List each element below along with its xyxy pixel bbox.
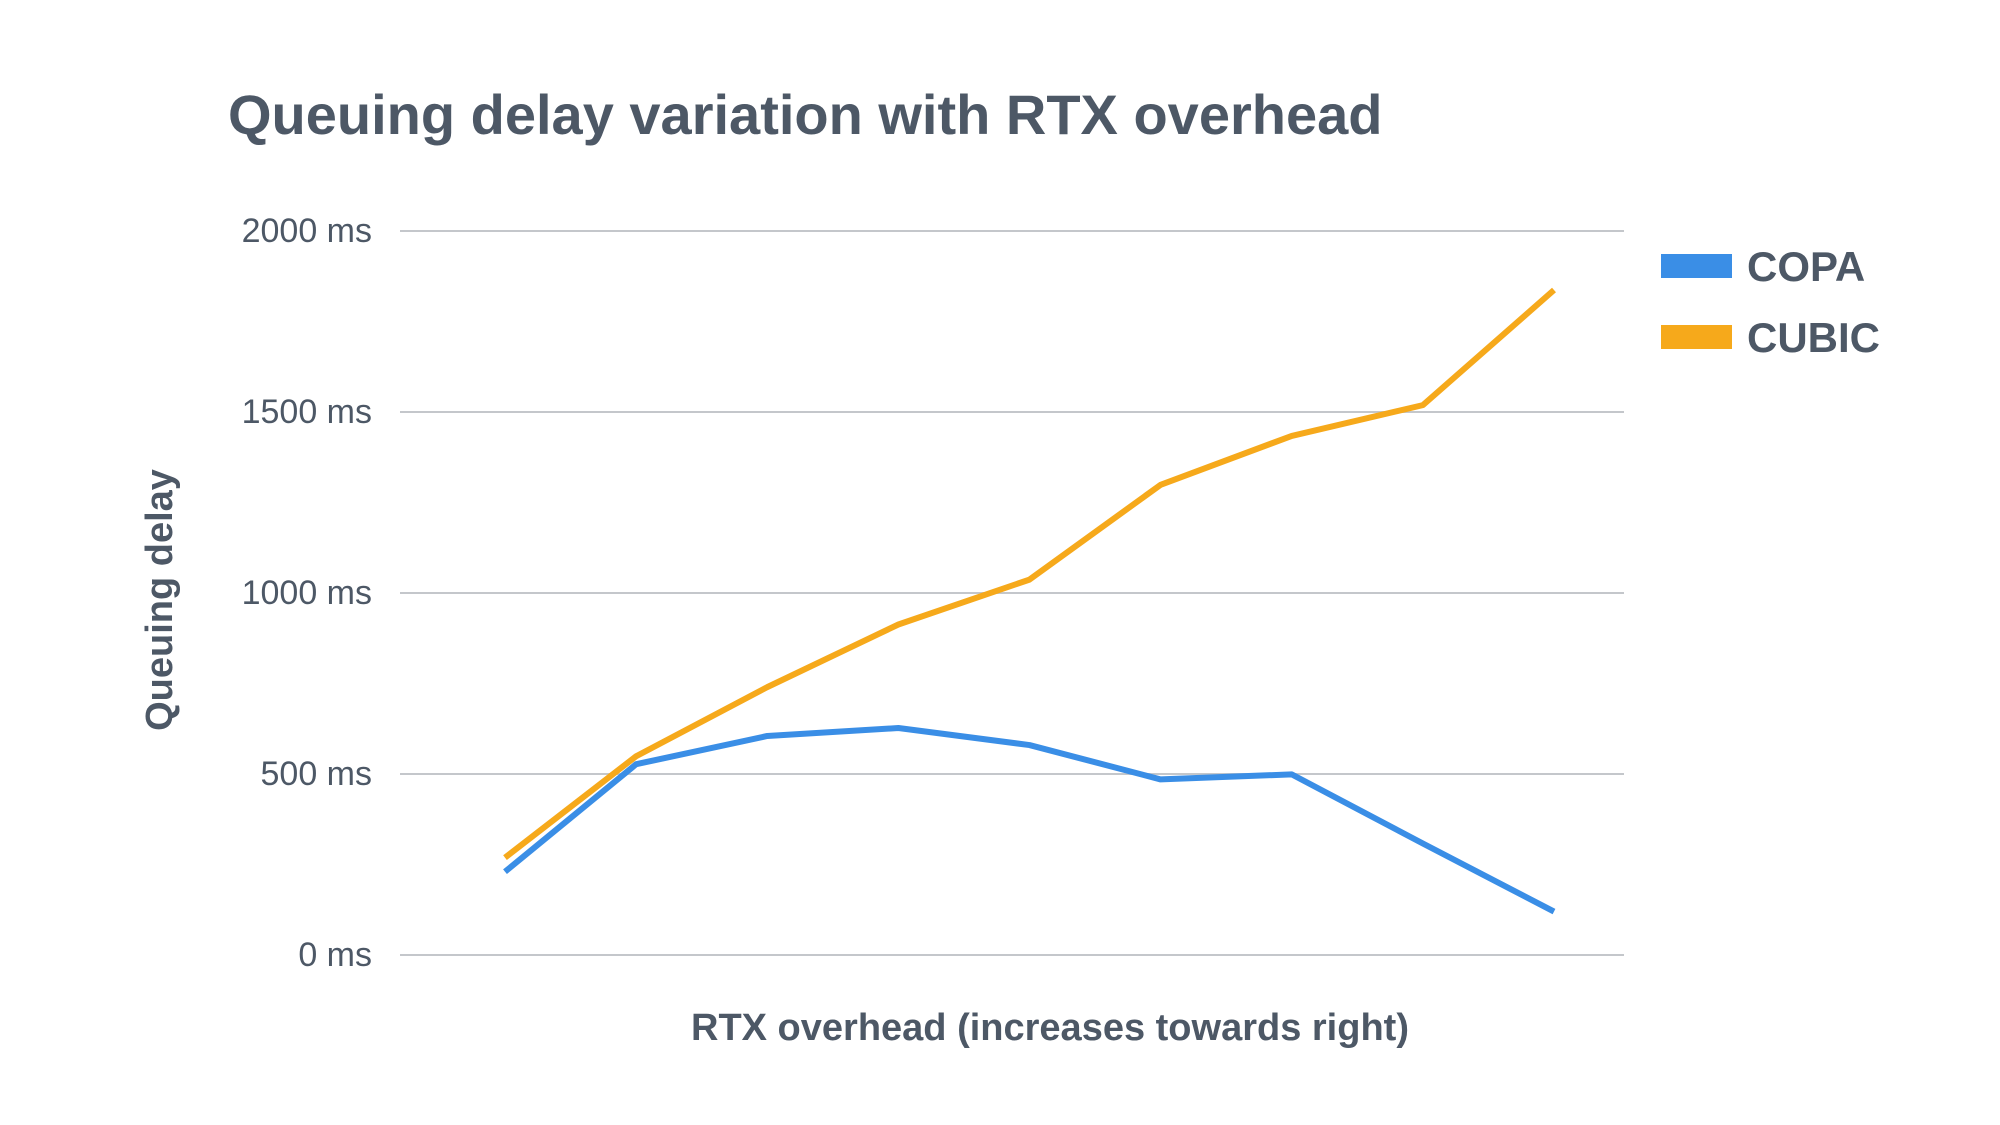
x-axis-label: RTX overhead (increases towards right) bbox=[691, 1007, 1409, 1049]
y-tick-label: 1500 ms bbox=[242, 393, 372, 431]
y-tick-label: 2000 ms bbox=[242, 212, 372, 250]
chart-title: Queuing delay variation with RTX overhea… bbox=[228, 83, 1383, 146]
legend-swatch-copa bbox=[1661, 254, 1732, 278]
legend: COPA CUBIC bbox=[1661, 243, 1880, 361]
y-axis-label: Queuing delay bbox=[139, 469, 181, 731]
gridlines bbox=[400, 230, 1624, 956]
series-line-copa bbox=[503, 725, 1556, 915]
y-tick-label: 500 ms bbox=[261, 755, 373, 793]
legend-label-copa: COPA bbox=[1747, 243, 1865, 290]
y-tick-label: 1000 ms bbox=[242, 574, 372, 612]
series-line-cubic bbox=[503, 287, 1556, 860]
y-tick-label: 0 ms bbox=[298, 936, 372, 974]
legend-swatch-cubic bbox=[1661, 325, 1732, 349]
legend-label-cubic: CUBIC bbox=[1747, 314, 1880, 361]
y-tick-labels: 0 ms 500 ms 1000 ms 1500 ms 2000 ms bbox=[242, 212, 372, 974]
series-lines bbox=[503, 287, 1556, 915]
